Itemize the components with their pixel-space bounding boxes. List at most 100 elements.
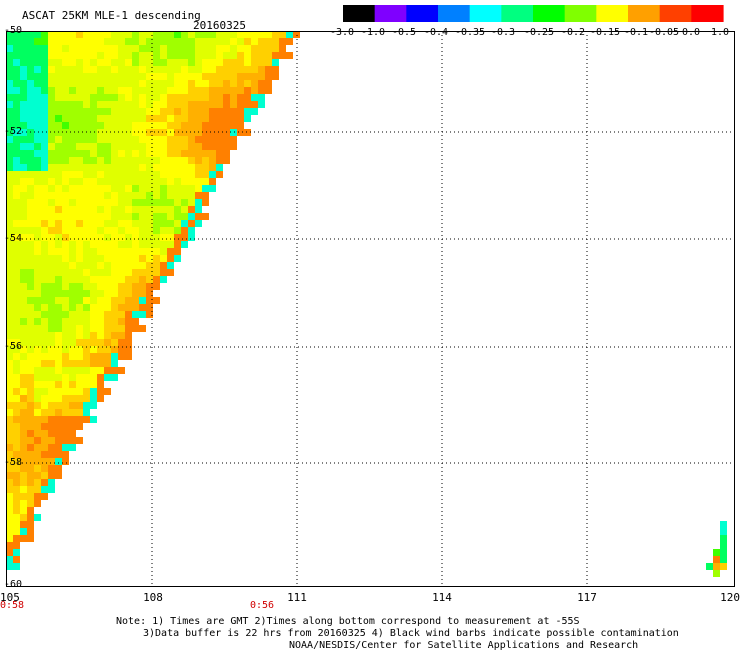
data-cell <box>153 255 160 262</box>
data-cell <box>104 108 111 115</box>
data-cell <box>69 143 76 150</box>
data-cell <box>13 87 20 94</box>
data-cell <box>41 269 48 276</box>
data-cell <box>195 101 202 108</box>
data-cell <box>20 192 27 199</box>
data-cell <box>251 45 258 52</box>
data-cell <box>6 423 13 430</box>
data-cell <box>6 409 13 416</box>
data-cell <box>69 416 76 423</box>
data-cell <box>160 248 167 255</box>
data-cell <box>20 297 27 304</box>
data-cell <box>69 171 76 178</box>
data-cell <box>41 136 48 143</box>
data-cell <box>6 269 13 276</box>
data-cell <box>251 66 258 73</box>
data-cell <box>90 66 97 73</box>
data-cell <box>48 101 55 108</box>
data-cell <box>125 108 132 115</box>
data-cell <box>167 171 174 178</box>
data-cell <box>202 171 209 178</box>
data-cell <box>195 108 202 115</box>
data-cell <box>13 206 20 213</box>
data-cell <box>90 115 97 122</box>
data-cell <box>55 192 62 199</box>
data-cell <box>188 31 195 38</box>
data-cell <box>27 283 34 290</box>
data-cell <box>97 206 104 213</box>
data-cell <box>6 150 13 157</box>
data-cell <box>293 31 300 38</box>
data-cell <box>132 262 139 269</box>
data-cell <box>167 94 174 101</box>
data-cell <box>76 206 83 213</box>
data-cell <box>48 430 55 437</box>
data-cell <box>90 199 97 206</box>
data-cell <box>83 290 90 297</box>
data-cell <box>104 318 111 325</box>
data-cell <box>48 388 55 395</box>
data-cell <box>20 52 27 59</box>
data-cell <box>167 122 174 129</box>
data-cell <box>209 150 216 157</box>
data-cell <box>69 213 76 220</box>
data-cell <box>34 283 41 290</box>
data-cell <box>209 31 216 38</box>
data-cell <box>69 437 76 444</box>
data-cell <box>188 213 195 220</box>
data-cell <box>62 38 69 45</box>
data-cell <box>69 360 76 367</box>
data-cell <box>20 367 27 374</box>
data-cell <box>55 262 62 269</box>
data-cell <box>195 80 202 87</box>
data-cell <box>181 129 188 136</box>
data-cell <box>20 472 27 479</box>
data-cell <box>41 493 48 500</box>
data-cell <box>104 297 111 304</box>
data-cell <box>13 115 20 122</box>
data-cell <box>139 115 146 122</box>
data-cell <box>202 38 209 45</box>
data-cell <box>76 332 83 339</box>
data-cell <box>153 66 160 73</box>
data-cell <box>160 255 167 262</box>
data-cell <box>90 129 97 136</box>
data-cell <box>97 185 104 192</box>
data-cell <box>167 199 174 206</box>
data-cell <box>69 178 76 185</box>
data-cell <box>174 52 181 59</box>
data-cell <box>132 115 139 122</box>
data-cell <box>174 206 181 213</box>
data-cell <box>55 374 62 381</box>
data-cell <box>202 164 209 171</box>
data-cell <box>230 129 237 136</box>
data-cell <box>132 255 139 262</box>
data-cell <box>90 157 97 164</box>
data-cell <box>83 283 90 290</box>
data-cell <box>146 290 153 297</box>
data-cell <box>69 290 76 297</box>
time-mark: 0:58 <box>0 600 25 611</box>
data-cell <box>62 73 69 80</box>
lon-label: 117 <box>577 591 597 604</box>
data-cell <box>97 108 104 115</box>
data-cell <box>90 45 97 52</box>
data-cell <box>62 367 69 374</box>
data-cell <box>69 80 76 87</box>
data-cell <box>153 108 160 115</box>
data-cell <box>20 339 27 346</box>
data-cell <box>34 269 41 276</box>
data-cell <box>6 430 13 437</box>
data-cell <box>90 164 97 171</box>
data-cell <box>69 423 76 430</box>
data-cell <box>48 234 55 241</box>
lon-label: 111 <box>287 591 307 604</box>
data-cell <box>34 332 41 339</box>
data-cell <box>97 227 104 234</box>
data-cell <box>188 80 195 87</box>
data-cell <box>34 213 41 220</box>
data-cell <box>83 185 90 192</box>
data-cell <box>76 59 83 66</box>
data-cell <box>132 178 139 185</box>
data-cell <box>209 45 216 52</box>
